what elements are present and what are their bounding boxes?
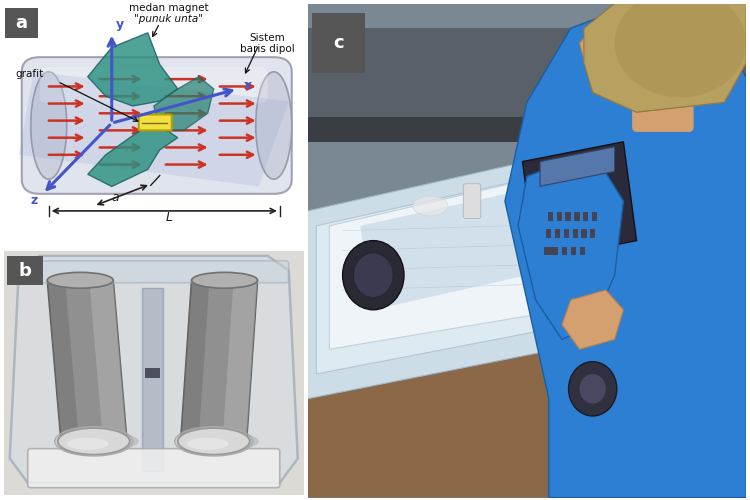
- Polygon shape: [47, 280, 127, 439]
- Polygon shape: [694, 4, 729, 102]
- Polygon shape: [580, 4, 746, 112]
- Bar: [549, 246, 554, 256]
- Polygon shape: [10, 256, 298, 483]
- FancyBboxPatch shape: [40, 67, 268, 104]
- Ellipse shape: [256, 72, 292, 179]
- FancyBboxPatch shape: [139, 114, 172, 130]
- Ellipse shape: [191, 272, 257, 288]
- Polygon shape: [308, 127, 680, 398]
- Bar: [572, 230, 578, 238]
- Bar: [546, 230, 551, 238]
- Ellipse shape: [61, 432, 139, 451]
- FancyBboxPatch shape: [312, 14, 364, 72]
- Polygon shape: [540, 147, 615, 186]
- Polygon shape: [88, 126, 178, 186]
- Polygon shape: [329, 162, 623, 350]
- Polygon shape: [360, 191, 526, 310]
- Bar: [566, 212, 571, 221]
- Ellipse shape: [187, 438, 229, 450]
- Polygon shape: [88, 33, 178, 106]
- Bar: [142, 288, 163, 470]
- FancyBboxPatch shape: [28, 448, 280, 488]
- Polygon shape: [154, 76, 214, 130]
- Bar: [571, 246, 576, 256]
- Circle shape: [580, 374, 606, 404]
- Polygon shape: [562, 290, 623, 350]
- Polygon shape: [19, 72, 289, 186]
- Polygon shape: [518, 152, 623, 340]
- FancyBboxPatch shape: [5, 8, 38, 38]
- Bar: [590, 230, 596, 238]
- Bar: [308, 117, 549, 142]
- Polygon shape: [523, 142, 637, 260]
- Polygon shape: [308, 226, 746, 497]
- Ellipse shape: [67, 438, 109, 450]
- Text: "punuk unta": "punuk unta": [134, 14, 203, 24]
- Polygon shape: [181, 280, 257, 439]
- Bar: [562, 246, 567, 256]
- Bar: [556, 212, 562, 221]
- Ellipse shape: [58, 428, 130, 454]
- Ellipse shape: [178, 428, 250, 454]
- Circle shape: [343, 240, 404, 310]
- Bar: [564, 230, 569, 238]
- Polygon shape: [47, 280, 79, 439]
- Ellipse shape: [619, 48, 637, 78]
- Bar: [554, 246, 559, 256]
- Circle shape: [568, 362, 616, 416]
- Polygon shape: [308, 28, 746, 127]
- Bar: [555, 230, 560, 238]
- Text: L: L: [165, 210, 172, 224]
- FancyBboxPatch shape: [464, 184, 481, 218]
- Bar: [574, 212, 580, 221]
- Bar: [548, 212, 554, 221]
- Polygon shape: [223, 280, 257, 439]
- FancyBboxPatch shape: [22, 57, 292, 194]
- Text: a: a: [16, 14, 28, 32]
- FancyBboxPatch shape: [7, 256, 43, 285]
- Bar: [592, 212, 597, 221]
- Text: b: b: [18, 262, 32, 280]
- Text: Sistem
baris dipol: Sistem baris dipol: [240, 33, 295, 54]
- Polygon shape: [181, 280, 209, 439]
- Bar: [145, 368, 160, 378]
- Circle shape: [353, 253, 393, 298]
- Polygon shape: [505, 4, 746, 498]
- Text: grafit: grafit: [16, 68, 44, 78]
- Ellipse shape: [181, 432, 259, 451]
- Ellipse shape: [31, 72, 67, 179]
- Polygon shape: [316, 152, 650, 374]
- Text: medan magnet: medan magnet: [129, 3, 209, 13]
- Polygon shape: [89, 280, 127, 439]
- Text: a: a: [112, 191, 119, 204]
- Polygon shape: [584, 4, 746, 112]
- Text: z: z: [31, 194, 38, 206]
- Ellipse shape: [413, 196, 448, 216]
- Text: c: c: [333, 34, 344, 52]
- Text: y: y: [116, 18, 124, 31]
- Bar: [544, 246, 550, 256]
- Text: x: x: [244, 79, 252, 92]
- Bar: [580, 246, 585, 256]
- Ellipse shape: [47, 272, 113, 288]
- Ellipse shape: [615, 0, 746, 98]
- FancyBboxPatch shape: [19, 261, 289, 282]
- Bar: [583, 212, 588, 221]
- FancyBboxPatch shape: [632, 24, 694, 132]
- Bar: [581, 230, 586, 238]
